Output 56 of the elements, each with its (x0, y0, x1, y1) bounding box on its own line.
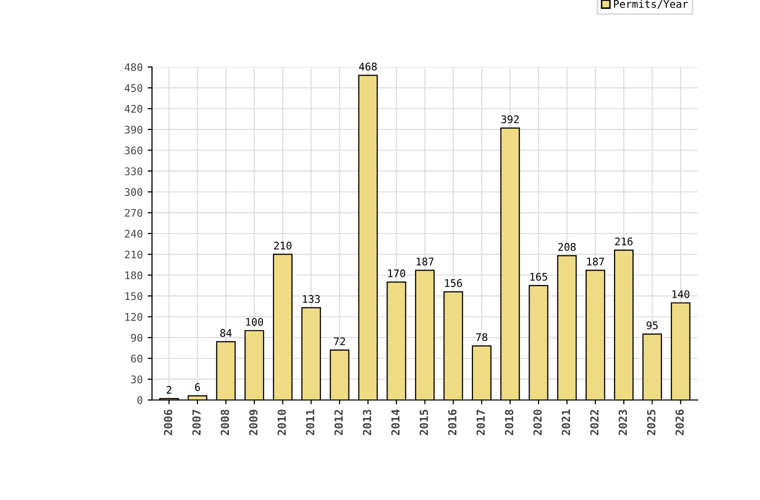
y-tick-label: 360 (124, 146, 142, 154)
data-label: 95 (646, 321, 658, 330)
x-tick-label: 2007 (192, 410, 201, 436)
x-tick-label: 2013 (362, 410, 372, 436)
x-tick-label: 2008 (220, 410, 230, 436)
x-tick-label: 2009 (249, 410, 258, 436)
data-label: 72 (334, 337, 345, 346)
data-label: 100 (246, 318, 264, 326)
x-tick-label: 2014 (391, 410, 400, 436)
data-label: 78 (476, 333, 488, 342)
x-tick-label: 2020 (533, 410, 542, 436)
data-label: 392 (501, 115, 519, 124)
y-tick-label: 390 (124, 126, 142, 134)
x-tick-label: 2006 (164, 410, 172, 436)
data-label: 208 (558, 243, 576, 251)
data-label: 187 (416, 258, 434, 266)
data-label: 6 (195, 383, 200, 392)
y-tick-label: 240 (124, 230, 142, 238)
y-tick-label: 30 (131, 375, 142, 384)
data-label: 84 (220, 329, 232, 337)
data-label: 170 (388, 269, 406, 278)
x-tick-label: 2015 (420, 410, 428, 436)
x-tick-label: 2021 (562, 410, 570, 436)
y-tick-label: 270 (124, 208, 142, 217)
data-label: 156 (445, 279, 462, 287)
y-tick-label: 120 (125, 313, 142, 321)
x-tick-label: 2022 (590, 410, 599, 436)
y-tick-label: 450 (124, 84, 142, 92)
data-label: 210 (274, 242, 292, 250)
y-tick-label: 210 (124, 250, 142, 258)
data-label: 187 (587, 258, 604, 266)
y-tick-label: 60 (131, 354, 142, 363)
y-tick-label: 420 (124, 104, 142, 113)
x-tick-label: 2026 (675, 410, 684, 436)
y-tick-label: 90 (131, 334, 142, 342)
x-tick-label: 2018 (504, 410, 514, 436)
x-tick-label: 2023 (618, 410, 628, 436)
x-tick-label: 2016 (448, 410, 456, 436)
x-tick-label: 2017 (476, 410, 485, 436)
legend-label: Permits/Year (614, 0, 688, 9)
y-tick-label: 330 (124, 167, 142, 176)
x-tick-label: 2010 (278, 410, 286, 436)
data-label: 468 (359, 62, 377, 71)
x-tick-label: 2025 (647, 410, 656, 436)
data-label: 140 (672, 290, 690, 298)
y-tick-label: 480 (124, 63, 142, 72)
y-tick-label: 180 (125, 271, 142, 280)
x-tick-label: 2012 (334, 410, 343, 436)
y-tick-label: 150 (125, 292, 142, 300)
data-label: 216 (615, 237, 633, 246)
y-tick-label: 300 (124, 188, 142, 196)
y-tick-label: 0 (137, 396, 142, 404)
x-tick-label: 2011 (306, 410, 314, 436)
data-label: 2 (166, 386, 172, 394)
data-label: 165 (530, 272, 548, 281)
data-label: 133 (303, 295, 320, 303)
